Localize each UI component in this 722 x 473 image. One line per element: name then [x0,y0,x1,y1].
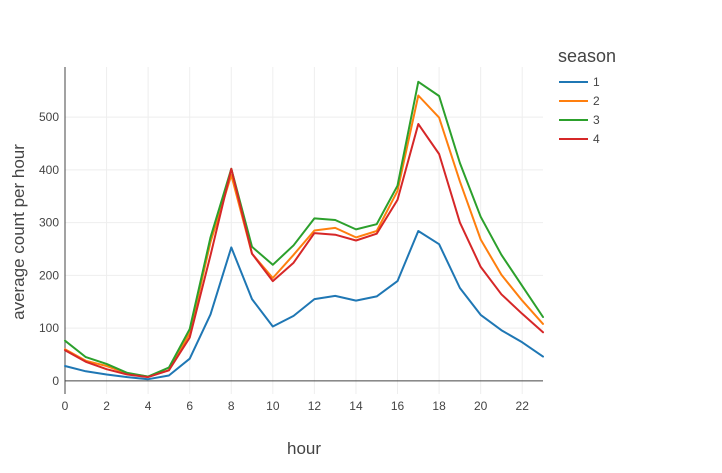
x-tick-label: 18 [432,399,446,413]
legend-label: 4 [593,132,600,146]
x-tick-label: 12 [308,399,322,413]
x-tick-label: 10 [266,399,280,413]
y-axis-title: average count per hour [9,144,28,320]
y-tick-label: 400 [39,163,59,177]
legend-item-3[interactable]: 3 [559,113,600,127]
legend-item-1[interactable]: 1 [559,75,600,89]
x-tick-label: 0 [62,399,69,413]
legend-label: 3 [593,113,600,127]
y-tick-label: 500 [39,110,59,124]
x-tick-label: 2 [103,399,110,413]
y-tick-label: 300 [39,216,59,230]
legend-item-2[interactable]: 2 [559,94,600,108]
series-line-2 [64,94,544,378]
legend-label: 2 [593,94,600,108]
series-line-4 [64,123,544,379]
legend-title: season [558,46,616,66]
y-tick-label: 0 [52,374,59,388]
x-axis-title: hour [287,439,321,458]
series-lines [64,80,544,381]
x-tick-labels: 0 2 4 6 8 10 12 14 16 18 20 22 [62,399,530,413]
legend-item-4[interactable]: 4 [559,132,600,146]
legend-label: 1 [593,75,600,89]
x-tick-label: 4 [145,399,152,413]
x-tick-label: 14 [349,399,363,413]
x-tick-label: 22 [516,399,530,413]
x-tick-label: 8 [228,399,235,413]
axes [64,67,543,394]
series-line-3 [64,80,544,378]
x-tick-label: 16 [391,399,405,413]
y-tick-labels: 0 100 200 300 400 500 [39,110,59,388]
series-line-1 [64,230,544,381]
legend[interactable]: season 1 2 3 4 [558,46,616,146]
y-tick-label: 100 [39,321,59,335]
y-tick-label: 200 [39,268,59,282]
x-tick-label: 20 [474,399,488,413]
x-tick-label: 6 [186,399,193,413]
